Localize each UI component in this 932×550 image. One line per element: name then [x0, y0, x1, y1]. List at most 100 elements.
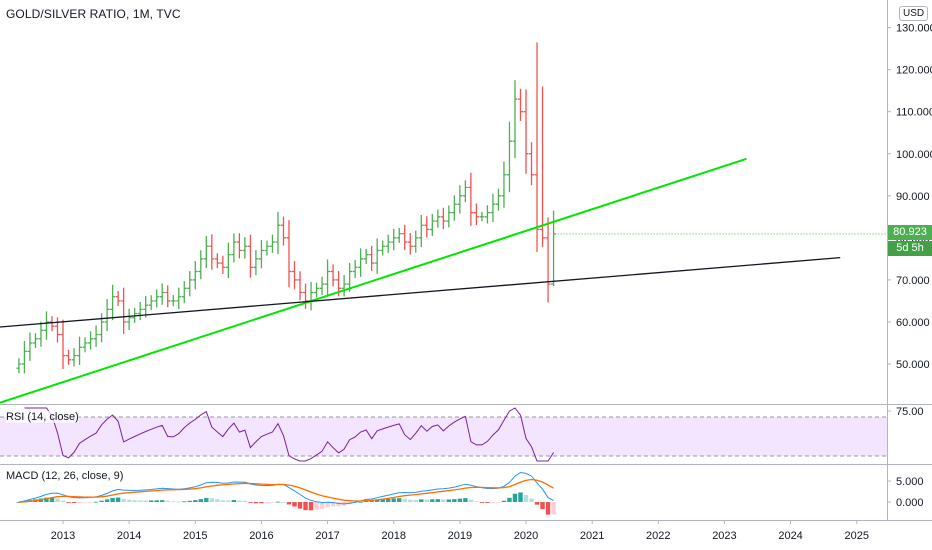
price-tick-label: 60.000: [896, 317, 930, 329]
macd-histogram-bar: [529, 498, 534, 502]
ohlc-bar: [286, 220, 292, 288]
trendline-black: [0, 256, 841, 328]
ohlc-bar: [374, 238, 380, 274]
macd-histogram-bar: [551, 502, 556, 515]
price-tick-label: 120.000: [896, 65, 932, 77]
ohlc-bar: [402, 224, 408, 251]
macd-histogram-bar: [303, 502, 308, 511]
macd-histogram-bar: [435, 499, 441, 502]
ohlc-bar: [347, 262, 353, 292]
ohlc-bar: [435, 209, 441, 228]
currency-button[interactable]: USD: [899, 6, 929, 21]
ohlc-bar: [275, 211, 281, 255]
ohlc-bar: [380, 240, 386, 256]
macd-histogram-bar: [44, 497, 49, 502]
macd-histogram-bar: [297, 502, 303, 509]
ohlc-bar: [253, 250, 259, 276]
ohlc-bar: [413, 230, 419, 253]
macd-histogram-bar: [325, 502, 330, 508]
bar-countdown-tag: 5d 5h: [888, 241, 932, 256]
time-tick-label: 2021: [580, 530, 604, 542]
price-tick-label: 50.000: [896, 359, 930, 371]
price-tick-label: 90.000: [896, 191, 930, 203]
ohlc-bar: [363, 248, 369, 264]
ohlc-bar: [77, 336, 83, 366]
time-tick-label: 2016: [249, 530, 273, 542]
time-tick-label: 2013: [51, 530, 75, 542]
signal-line: [18, 478, 554, 503]
macd-histogram-bar: [419, 499, 424, 502]
ohlc-bar: [198, 250, 204, 280]
ohlc-bar: [325, 259, 331, 295]
macd-histogram-bar: [71, 502, 77, 503]
macd-histogram-bar: [424, 499, 429, 502]
ohlc-bar: [462, 180, 468, 203]
macd-histogram-bar: [104, 499, 110, 502]
macd-histogram-bar: [523, 495, 529, 502]
macd-histogram-bar: [49, 497, 55, 502]
ohlc-bar: [27, 332, 33, 361]
ohlc-bar: [446, 205, 452, 228]
chart-title: GOLD/SILVER RATIO, 1M, TVC: [6, 7, 181, 21]
macd-histogram-bar: [413, 499, 418, 502]
ohlc-bar: [314, 282, 320, 298]
ohlc-bar: [540, 86, 546, 248]
ohlc-bar: [418, 214, 424, 248]
ohlc-bar: [220, 255, 226, 274]
macd-histogram-bar: [270, 502, 275, 503]
ohlc-bar: [512, 80, 518, 159]
macd-histogram-bar: [534, 502, 540, 505]
macd-label[interactable]: MACD (12, 26, close, 9): [6, 470, 124, 482]
price-tick-label: 100.000: [896, 149, 932, 161]
ohlc-bar: [523, 89, 529, 174]
trendline-green: [0, 157, 747, 404]
ohlc-bar: [187, 271, 193, 297]
macd-histogram-bar: [137, 500, 143, 502]
ohlc-bar: [236, 233, 242, 259]
ohlc-bar: [165, 285, 171, 308]
time-tick-label: 2022: [646, 530, 670, 542]
ohlc-bar: [424, 216, 430, 238]
macd-histogram-bar: [292, 502, 297, 507]
ohlc-bar: [407, 233, 413, 255]
ohlc-bar: [341, 275, 347, 297]
macd-histogram-bar: [132, 500, 137, 502]
ohlc-bar: [529, 142, 535, 186]
ohlc-bar: [231, 233, 237, 263]
macd-histogram-bar: [286, 502, 292, 505]
macd-histogram-bar: [88, 502, 93, 503]
price-tick-label: 130.000: [896, 23, 932, 35]
macd-histogram-bar: [66, 502, 71, 503]
macd-histogram-bar: [457, 498, 463, 502]
macd-histogram-bar: [380, 499, 385, 502]
ohlc-bar: [506, 121, 512, 193]
macd-histogram-bar: [336, 502, 341, 507]
ohlc-bar: [115, 291, 121, 307]
macd-histogram-bar: [242, 500, 248, 502]
macd-histogram-bar: [220, 500, 226, 502]
macd-line: [18, 471, 554, 505]
macd-histogram-bar: [110, 497, 115, 502]
ohlc-bar: [21, 341, 27, 374]
ohlc-bar: [203, 235, 209, 269]
ohlc-bar: [369, 245, 375, 272]
macd-histogram-bar: [496, 502, 501, 503]
rsi-label[interactable]: RSI (14, close): [6, 411, 79, 423]
ohlc-bar: [473, 203, 479, 225]
macd-histogram-bar: [204, 497, 209, 502]
ohlc-bar: [170, 295, 176, 307]
macd-histogram-bar: [187, 500, 192, 502]
rsi-band: [0, 417, 887, 456]
ohlc-bar: [154, 289, 160, 308]
macd-axis-label: 5.000: [896, 476, 924, 488]
macd-axis-label: 0.000: [896, 497, 924, 509]
macd-histogram-bar: [237, 500, 242, 502]
ohlc-bar: [60, 319, 66, 370]
ohlc-bar: [110, 284, 116, 321]
macd-histogram-bar: [518, 492, 523, 502]
macd-histogram-bar: [319, 502, 325, 509]
macd-histogram-bar: [259, 502, 264, 504]
macd-histogram-bar: [397, 498, 402, 502]
ohlc-bar: [176, 287, 182, 310]
